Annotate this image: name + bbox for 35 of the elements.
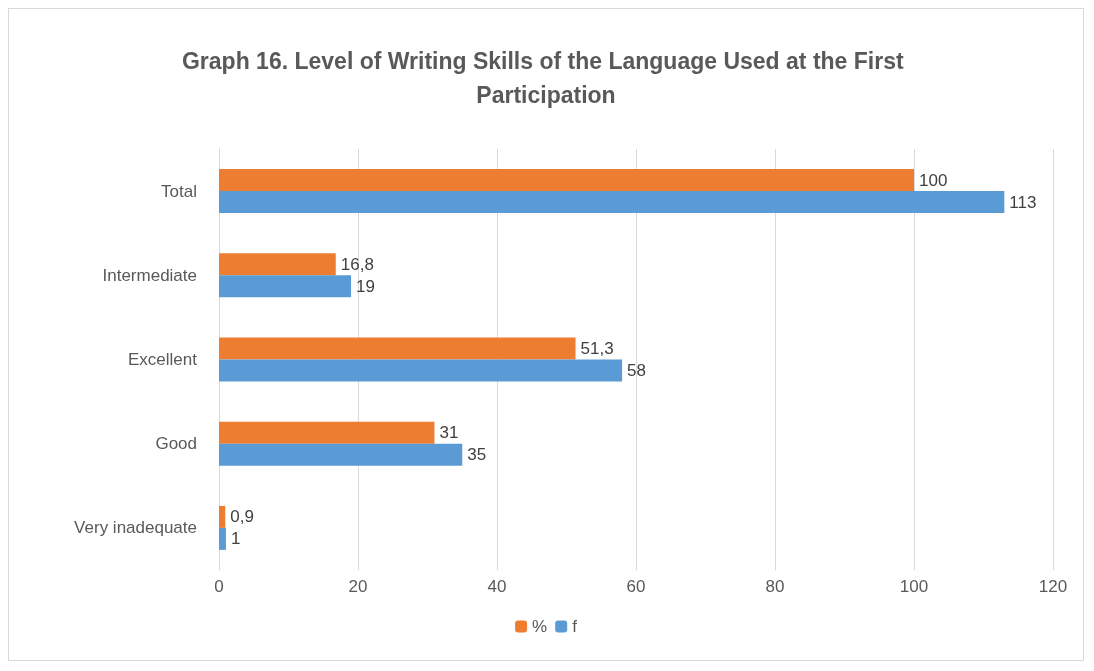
bar <box>219 421 435 444</box>
bar <box>219 191 1005 214</box>
data-label: 51,3 <box>580 339 614 358</box>
legend-label: % <box>532 617 548 636</box>
bar <box>219 275 352 298</box>
x-tick-label: 120 <box>1038 577 1068 596</box>
y-tick-label: Good <box>155 434 197 454</box>
data-label: 31 <box>439 423 459 443</box>
data-label: 1 <box>230 529 241 549</box>
data-label: 35 <box>467 445 487 465</box>
data-label: 19 <box>356 276 375 296</box>
data-label: 0,9 <box>230 507 254 527</box>
x-tick-label: 60 <box>626 577 646 596</box>
y-tick-label: Very inadequate <box>74 518 197 538</box>
data-label: 100 <box>919 170 948 190</box>
bar <box>219 527 226 550</box>
bar <box>219 253 336 276</box>
y-tick-label: Intermediate <box>102 265 197 285</box>
bar <box>219 443 463 466</box>
y-tick-label: Excellent <box>128 350 198 369</box>
bar <box>219 505 226 528</box>
x-tick-label: 100 <box>899 577 929 596</box>
x-tick-label: 20 <box>348 577 368 596</box>
legend-label: f <box>572 617 578 636</box>
data-label: 113 <box>1009 192 1037 212</box>
x-tick-label: 80 <box>765 577 785 596</box>
x-tick-label: 40 <box>487 577 507 596</box>
x-tick-label: 0 <box>214 577 224 596</box>
y-tick-label: Total <box>161 181 197 201</box>
bar <box>219 359 623 382</box>
bar <box>219 337 576 360</box>
data-label: 58 <box>627 361 647 380</box>
data-label: 16,8 <box>340 254 374 274</box>
bar <box>219 169 914 192</box>
chart-title: Graph 16. Level of Writing Skills of the Language Used at the First Participation <box>181 48 911 108</box>
